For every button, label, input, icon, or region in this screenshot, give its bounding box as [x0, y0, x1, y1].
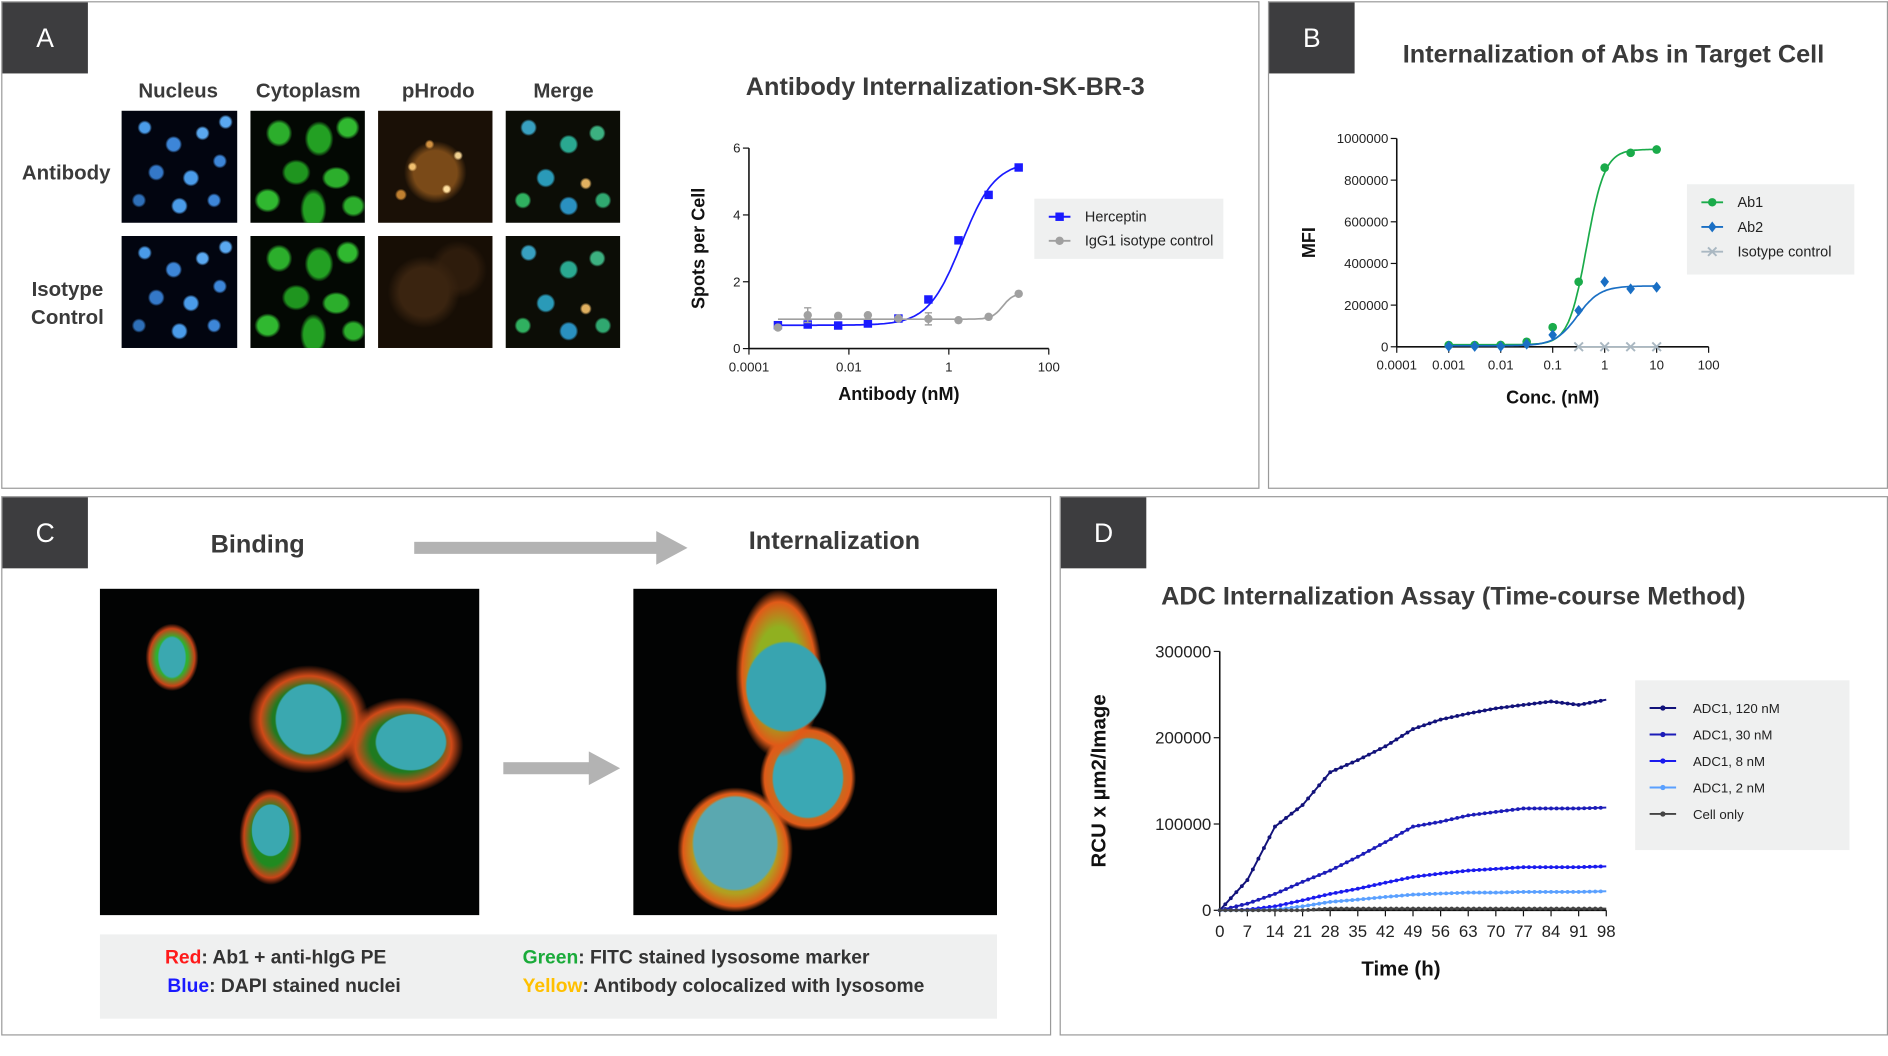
- row-label-antibody: Antibody: [21, 161, 111, 185]
- stain-desc: : Antibody colocalized with lysosome: [582, 976, 925, 997]
- internalization-heading: Internalization: [748, 527, 921, 556]
- chart-b-title: Internalization of Abs in Target Cell: [1402, 40, 1825, 69]
- micrograph-antibody-nucleus: [121, 110, 238, 223]
- panel-d: D: [1059, 496, 1888, 1036]
- panel-d-label: D: [1060, 497, 1147, 569]
- stain-desc: : FITC stained lysosome marker: [578, 947, 870, 969]
- stain-key: Yellow: [522, 976, 583, 997]
- stain-desc: : DAPI stained nuclei: [209, 976, 401, 997]
- stain-legend-red: Red: Ab1 + anti-hIgG PE: [165, 948, 386, 970]
- stain-key: Blue: [167, 976, 210, 997]
- column-header-nucleus: Nucleus: [138, 79, 219, 103]
- micrograph-antibody-cytoplasm: [250, 110, 365, 223]
- stain-key: Red: [164, 947, 202, 969]
- micrograph-isotype-nucleus: [121, 236, 238, 348]
- micrograph-antibody-merge: [505, 110, 621, 223]
- binding-heading: Binding: [210, 531, 305, 559]
- stain-key: Green: [522, 947, 579, 969]
- stain-legend-yellow: Yellow: Antibody colocalized with lysoso…: [523, 977, 925, 999]
- row-label-control: Control: [31, 305, 104, 329]
- stain-legend-green: Green: FITC stained lysosome marker: [523, 948, 870, 970]
- stain-desc: : Ab1 + anti-hIgG PE: [201, 947, 387, 969]
- micrograph-internalization: [633, 588, 997, 916]
- column-header-phrodo: pHrodo: [401, 79, 475, 103]
- chart-a-title: Antibody Internalization-SK-BR-3: [745, 73, 1145, 102]
- stain-legend: [99, 934, 997, 1019]
- micrograph-isotype-phrodo: [378, 236, 493, 348]
- panel-c-label: C: [2, 497, 88, 569]
- column-header-cytoplasm: Cytoplasm: [255, 79, 361, 103]
- column-header-merge: Merge: [533, 79, 594, 103]
- micrograph-isotype-merge: [505, 236, 621, 348]
- chart-d-title: ADC Internalization Assay (Time-course M…: [1161, 582, 1746, 611]
- micrograph-isotype-cytoplasm: [250, 236, 365, 348]
- panel-b: B: [1267, 1, 1888, 489]
- micrograph-antibody-phrodo: [378, 110, 493, 223]
- row-label-isotype: Isotype: [31, 278, 104, 302]
- panel-a-label: A: [2, 2, 88, 74]
- panel-b-label: B: [1269, 2, 1355, 74]
- micrograph-binding: [99, 588, 480, 916]
- stain-legend-blue: Blue: DAPI stained nuclei: [167, 977, 400, 999]
